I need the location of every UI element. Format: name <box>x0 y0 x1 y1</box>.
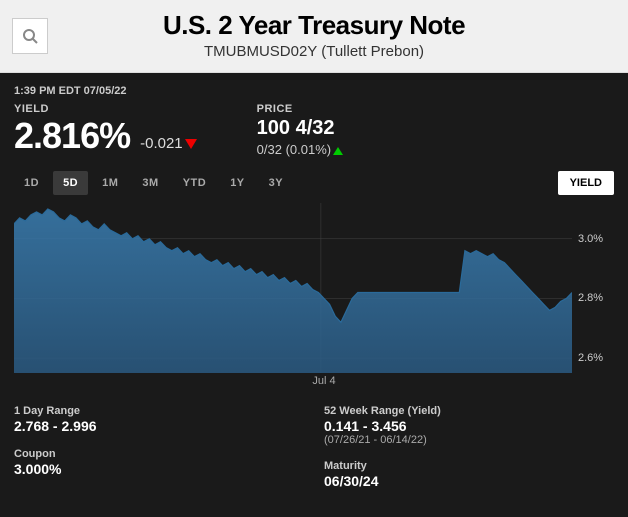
x-axis-label: Jul 4 <box>14 375 614 387</box>
summary-value: 06/30/24 <box>324 473 614 489</box>
summary-item: Maturity06/30/24 <box>324 460 614 489</box>
price-block: PRICE 100 4/32 0/32 (0.01%) <box>257 103 343 157</box>
arrow-up-icon <box>333 147 343 155</box>
summary-label: 52 Week Range (Yield) <box>324 405 614 417</box>
yield-value: 2.816% <box>14 115 130 157</box>
tab-1d[interactable]: 1D <box>14 171 49 195</box>
summary-value: 2.768 - 2.996 <box>14 418 304 434</box>
header: U.S. 2 Year Treasury Note TMUBMUSD02Y (T… <box>0 0 628 73</box>
range-tabs: 1D5D1M3MYTD1Y3Y YIELD <box>14 171 614 195</box>
instrument-title: U.S. 2 Year Treasury Note <box>16 10 612 41</box>
price-label: PRICE <box>257 103 343 115</box>
yield-row: 2.816% -0.021 <box>14 115 197 157</box>
source: (Tullett Prebon) <box>321 43 424 60</box>
yield-change: -0.021 <box>140 135 197 152</box>
summary-item: Coupon3.000% <box>14 448 304 477</box>
search-button[interactable] <box>12 18 48 54</box>
y-tick-label: 2.6% <box>578 352 603 364</box>
summary-value: 3.000% <box>14 461 304 477</box>
y-axis: 3.0% 2.8% 2.6% <box>572 203 614 373</box>
instrument-subtitle: TMUBMUSD02Y (Tullett Prebon) <box>16 43 612 60</box>
price-value: 100 4/32 <box>257 117 343 140</box>
tab-5d[interactable]: 5D <box>53 171 88 195</box>
chart-area: 3.0% 2.8% 2.6% <box>14 203 614 373</box>
summary-col-left: 1 Day Range2.768 - 2.996 Coupon3.000% <box>14 405 304 503</box>
arrow-down-icon <box>185 139 197 149</box>
tab-3y[interactable]: 3Y <box>259 171 293 195</box>
quote-body: 1:39 PM EDT 07/05/22 YIELD 2.816% -0.021… <box>0 73 628 517</box>
quote-panel: U.S. 2 Year Treasury Note TMUBMUSD02Y (T… <box>0 0 628 517</box>
header-titles: U.S. 2 Year Treasury Note TMUBMUSD02Y (T… <box>16 10 612 60</box>
summary-item: 52 Week Range (Yield)0.141 - 3.456(07/26… <box>324 405 614 446</box>
timestamp: 1:39 PM EDT 07/05/22 <box>14 85 614 97</box>
summary-label: Maturity <box>324 460 614 472</box>
tab-yield-toggle[interactable]: YIELD <box>558 171 614 195</box>
yield-chart <box>14 203 572 373</box>
tab-ytd[interactable]: YTD <box>173 171 217 195</box>
tab-1m[interactable]: 1M <box>92 171 128 195</box>
summary-label: Coupon <box>14 448 304 460</box>
tab-3m[interactable]: 3M <box>132 171 168 195</box>
summary-col-right: 52 Week Range (Yield)0.141 - 3.456(07/26… <box>324 405 614 503</box>
summary-label: 1 Day Range <box>14 405 304 417</box>
tab-1y[interactable]: 1Y <box>220 171 254 195</box>
summary-grid: 1 Day Range2.768 - 2.996 Coupon3.000% 52 … <box>14 405 614 503</box>
symbol: TMUBMUSD02Y <box>204 43 317 60</box>
y-tick-label: 2.8% <box>578 292 603 304</box>
metrics-row: YIELD 2.816% -0.021 PRICE 100 4/32 0/32 … <box>14 103 614 157</box>
search-icon <box>22 28 38 44</box>
yield-block: YIELD 2.816% -0.021 <box>14 103 197 157</box>
summary-sub: (07/26/21 - 06/14/22) <box>324 434 614 446</box>
summary-item: 1 Day Range2.768 - 2.996 <box>14 405 304 434</box>
summary-value: 0.141 - 3.456 <box>324 418 614 434</box>
yield-label: YIELD <box>14 103 197 115</box>
y-tick-label: 3.0% <box>578 233 603 245</box>
price-change: 0/32 (0.01%) <box>257 142 343 157</box>
